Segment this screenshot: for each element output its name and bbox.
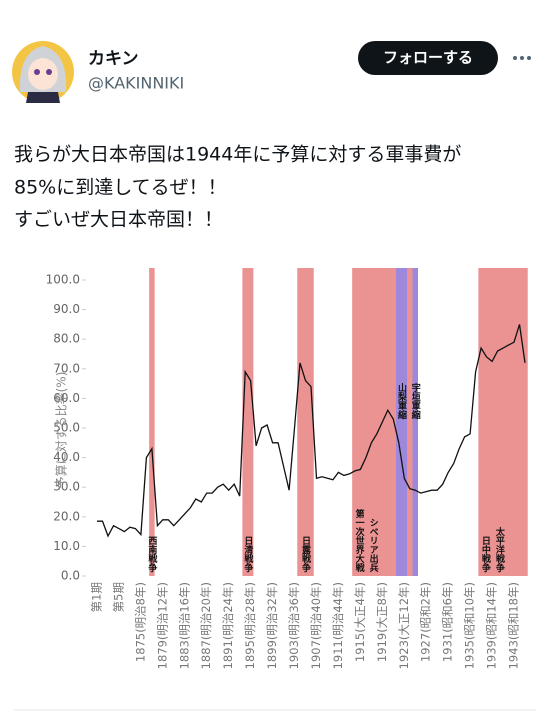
more-icon[interactable] bbox=[513, 56, 531, 60]
y-tick-label: 100.0 bbox=[46, 273, 80, 287]
x-tick-label: 1903(明治36年) bbox=[287, 582, 301, 669]
y-tick-label: 60.0 bbox=[53, 391, 80, 405]
x-tick-label: 1943(昭和18年) bbox=[507, 582, 521, 669]
x-tick-label: 1895(明治28年) bbox=[243, 582, 257, 669]
band bbox=[412, 268, 418, 576]
x-tick-label: 1879(明治12年) bbox=[155, 582, 169, 669]
x-tick-label: 1935(昭和10年) bbox=[463, 582, 477, 669]
x-tick-label: 1891(明治24年) bbox=[221, 582, 235, 669]
y-tick-label: 50.0 bbox=[53, 421, 80, 435]
tweet-line: 我らが大日本帝国は1944年に予算に対する軍事費が bbox=[14, 144, 461, 166]
tweet-line: 85%に到達してるぜ！！ bbox=[14, 177, 227, 199]
band bbox=[396, 268, 408, 576]
x-tick-label: 1923(大正12年) bbox=[397, 582, 411, 669]
band bbox=[297, 268, 314, 576]
follow-label[interactable]: フォローする bbox=[383, 49, 473, 67]
band-label: 西南戦争 bbox=[146, 536, 157, 573]
band bbox=[149, 268, 155, 576]
y-tick-label: 30.0 bbox=[53, 480, 80, 494]
x-tick-label: 1931(昭和6年) bbox=[441, 582, 455, 662]
x-tick-label: 1907(明治40年) bbox=[309, 582, 323, 669]
user-handle[interactable]: @KAKINNIKI bbox=[88, 74, 184, 93]
band bbox=[478, 268, 528, 576]
x-tick-label: 1911(明治44年) bbox=[331, 582, 345, 669]
user-name[interactable]: カキン bbox=[88, 49, 139, 69]
x-tick-label: 1939(昭和14年) bbox=[485, 582, 499, 669]
x-tick-label: 1887(明治20年) bbox=[199, 582, 213, 669]
x-tick-label: 第5期 bbox=[111, 582, 125, 612]
y-tick-label: 40.0 bbox=[53, 450, 80, 464]
band-label: 山梨軍縮 bbox=[396, 382, 408, 420]
avatar[interactable] bbox=[12, 41, 74, 103]
band-label: シベリア出兵 bbox=[368, 518, 379, 573]
x-tick-label: 1899(明治32年) bbox=[265, 582, 279, 669]
tweet-line: すごいぜ大日本帝国！！ bbox=[14, 209, 223, 231]
band-label: 日中戦争 bbox=[480, 536, 491, 573]
x-tick-label: 1883(明治16年) bbox=[177, 582, 191, 669]
y-tick-label: 20.0 bbox=[53, 509, 80, 523]
data-line bbox=[97, 324, 526, 538]
y-tick-label: 90.0 bbox=[53, 302, 80, 316]
y-axis-label: 予算に対する比率(%) bbox=[54, 372, 69, 489]
band bbox=[242, 268, 254, 576]
band-label: 宇垣軍縮 bbox=[410, 382, 421, 420]
x-tick-label: 1875(明治8年) bbox=[133, 582, 147, 662]
y-tick-label: 10.0 bbox=[53, 539, 80, 553]
x-tick-label: 第1期 bbox=[90, 582, 104, 612]
follow-button[interactable] bbox=[358, 41, 498, 75]
y-tick-label: 0.0 bbox=[61, 569, 80, 583]
band-label: 第一次世界大戦 bbox=[354, 508, 365, 573]
band-label: 太平洋戦争 bbox=[494, 526, 506, 573]
band-label: 日清戦争 bbox=[242, 536, 253, 573]
x-tick-label: 1915(大正4年) bbox=[353, 582, 367, 662]
x-tick-label: 1919(大正8年) bbox=[375, 582, 389, 662]
y-tick-label: 70.0 bbox=[53, 361, 80, 375]
y-tick-label: 80.0 bbox=[53, 332, 80, 346]
band-label: 日露戦争 bbox=[300, 536, 311, 573]
x-tick-label: 1927(昭和2年) bbox=[419, 582, 433, 662]
